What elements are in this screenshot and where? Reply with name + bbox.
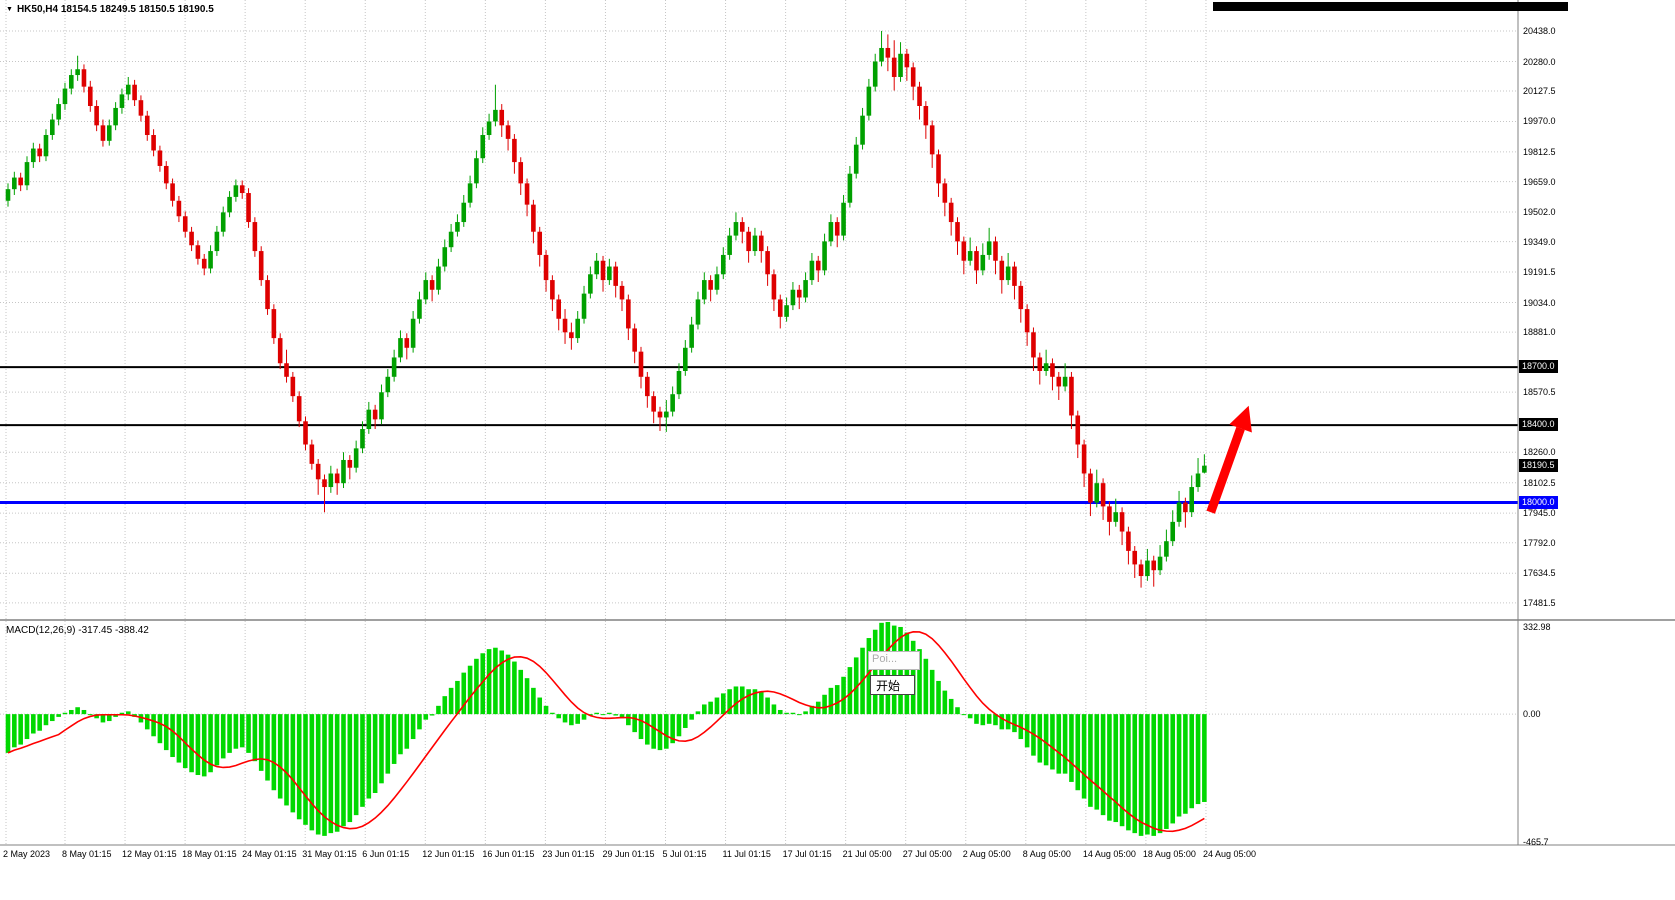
price-tick-label: 17481.5 bbox=[1523, 597, 1556, 608]
time-tick-label: 24 May 01:15 bbox=[242, 849, 297, 859]
time-tick-label: 23 Jun 01:15 bbox=[542, 849, 595, 859]
price-line-badge: 18400.0 bbox=[1519, 418, 1558, 432]
price-tick-label: 19970.0 bbox=[1523, 116, 1556, 127]
macd-scale-label: 0.00 bbox=[1523, 709, 1541, 720]
time-tick-label: 17 Jul 01:15 bbox=[782, 849, 832, 859]
up-arrow-annotation[interactable] bbox=[1229, 405, 1252, 433]
price-tick-label: 17634.5 bbox=[1523, 568, 1556, 579]
price-tick-label: 20127.5 bbox=[1523, 86, 1556, 96]
time-tick-label: 11 Jul 01:15 bbox=[722, 849, 771, 859]
price-tick-label: 20280.0 bbox=[1523, 56, 1556, 67]
time-tick-label: 14 Aug 05:00 bbox=[1082, 849, 1136, 859]
macd-scale-label: -465.7 bbox=[1523, 837, 1549, 847]
symbol-title-text: HK50,H4 18154.5 18249.5 18150.5 18190.5 bbox=[16, 4, 214, 15]
time-tick-label: 2 Aug 05:00 bbox=[962, 849, 1011, 859]
time-tick-label: 8 Aug 05:00 bbox=[1022, 849, 1071, 859]
macd-values: -317.45 -388.42 bbox=[78, 625, 149, 636]
current-price-badge: 18190.5 bbox=[1519, 458, 1558, 472]
macd-name: MACD(12,26,9) bbox=[6, 625, 76, 636]
price-chart-canvas[interactable] bbox=[0, 0, 1675, 870]
time-axis[interactable]: 2 May 2023 8 May 01:15 12 May 01:15 18 May … bbox=[0, 849, 1518, 865]
time-tick-label: 31 May 01:15 bbox=[302, 849, 357, 859]
price-tick-label: 19502.0 bbox=[1523, 206, 1556, 217]
price-axis[interactable]: 20438.0 20280.0 20127.5 19970.0 19812.5 19659… bbox=[1518, 0, 1675, 870]
time-tick-label: 12 May 01:15 bbox=[122, 849, 177, 859]
time-tick-label: 24 Aug 05:00 bbox=[1202, 849, 1256, 859]
price-tick-label: 17792.0 bbox=[1523, 537, 1556, 548]
price-tick-label: 18570.5 bbox=[1523, 387, 1556, 398]
input-suggestion-popup: Poi... 开始 bbox=[868, 651, 920, 695]
price-tick-label: 17945.0 bbox=[1523, 508, 1556, 519]
popup-start-button[interactable]: 开始 bbox=[870, 675, 915, 695]
price-tick-label: 19659.0 bbox=[1523, 176, 1556, 187]
time-tick-label: 27 Jul 05:00 bbox=[902, 849, 952, 859]
symbol-dropdown-icon[interactable]: ▼ bbox=[6, 5, 13, 13]
time-tick-label: 21 Jul 05:00 bbox=[842, 849, 892, 859]
price-tick-label: 19191.5 bbox=[1523, 267, 1556, 278]
time-tick-label: 18 May 01:15 bbox=[182, 849, 237, 859]
top-black-bar bbox=[1213, 2, 1568, 11]
price-line-badge: 18700.0 bbox=[1519, 360, 1558, 374]
time-tick-label: 8 May 01:15 bbox=[62, 849, 112, 859]
price-tick-label: 19034.0 bbox=[1523, 297, 1556, 308]
price-line-badge: 18000.0 bbox=[1519, 495, 1558, 509]
time-tick-label: 18 Aug 05:00 bbox=[1142, 849, 1196, 859]
popup-suggestion-item[interactable]: Poi... bbox=[868, 651, 920, 670]
price-tick-label: 19812.5 bbox=[1523, 146, 1556, 157]
time-tick-label: 29 Jun 01:15 bbox=[602, 849, 655, 859]
time-tick-label: 5 Jul 01:15 bbox=[662, 849, 707, 859]
price-tick-label: 18102.5 bbox=[1523, 477, 1556, 488]
price-tick-label: 18881.0 bbox=[1523, 327, 1556, 338]
price-tick-label: 18260.0 bbox=[1523, 447, 1556, 458]
macd-scale-label: 332.98 bbox=[1523, 622, 1551, 632]
chart-title-bar: ▼ HK50,H4 18154.5 18249.5 18150.5 18190.… bbox=[6, 4, 214, 15]
price-tick-label: 19349.0 bbox=[1523, 236, 1556, 247]
time-tick-label: 6 Jun 01:15 bbox=[362, 849, 410, 859]
macd-indicator-label: MACD(12,26,9) -317.45 -388.42 bbox=[6, 625, 149, 636]
price-tick-label: 20438.0 bbox=[1523, 25, 1556, 36]
time-tick-label: 16 Jun 01:15 bbox=[482, 849, 535, 859]
time-tick-label: 12 Jun 01:15 bbox=[422, 849, 475, 859]
time-tick-label: 2 May 2023 bbox=[3, 849, 51, 859]
